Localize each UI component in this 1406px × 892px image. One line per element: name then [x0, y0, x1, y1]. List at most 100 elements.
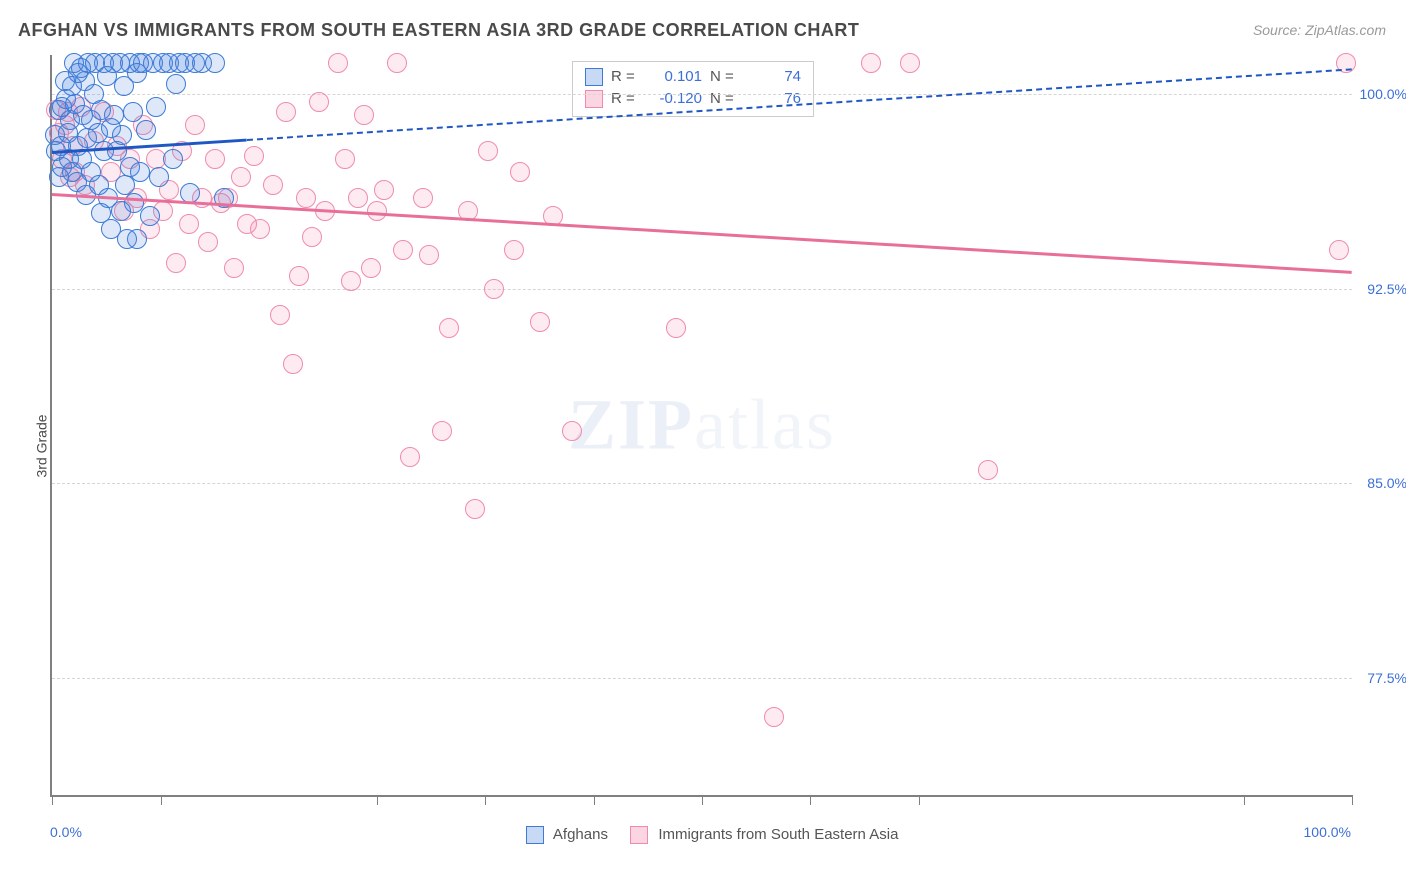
data-point-pink [166, 253, 186, 273]
data-point-pink [439, 318, 459, 338]
watermark-rest: atlas [694, 385, 836, 465]
data-point-pink [387, 53, 407, 73]
data-point-pink [309, 92, 329, 112]
x-tick [810, 795, 811, 805]
data-point-blue [130, 162, 150, 182]
x-tick [702, 795, 703, 805]
data-point-pink [400, 447, 420, 467]
y-tick-label: 85.0% [1367, 475, 1406, 491]
x-tick [919, 795, 920, 805]
data-point-pink [205, 149, 225, 169]
data-point-pink [224, 258, 244, 278]
n-label: N = [710, 66, 738, 88]
chart-title: AFGHAN VS IMMIGRANTS FROM SOUTH EASTERN … [18, 20, 859, 41]
legend-row-blue: R = 0.101 N = 74 [585, 66, 801, 88]
data-point-pink [179, 214, 199, 234]
series-name-pink: Immigrants from South Eastern Asia [658, 826, 898, 843]
gridline [52, 483, 1352, 484]
r-value-pink: -0.120 [647, 88, 702, 110]
data-point-pink [413, 188, 433, 208]
correlation-legend: R = 0.101 N = 74 R = -0.120 N = 76 [572, 61, 814, 117]
data-point-blue [163, 149, 183, 169]
data-point-blue [140, 206, 160, 226]
data-point-pink [302, 227, 322, 247]
gridline [52, 678, 1352, 679]
data-point-pink [270, 305, 290, 325]
gridline [52, 94, 1352, 95]
data-point-pink [348, 188, 368, 208]
series-name-blue: Afghans [553, 826, 608, 843]
swatch-blue-icon [585, 68, 603, 86]
data-point-pink [478, 141, 498, 161]
data-point-pink [666, 318, 686, 338]
data-point-blue [127, 229, 147, 249]
x-tick [377, 795, 378, 805]
swatch-pink-icon [585, 90, 603, 108]
chart-container: AFGHAN VS IMMIGRANTS FROM SOUTH EASTERN … [0, 0, 1406, 892]
series-legend: Afghans Immigrants from South Eastern As… [0, 826, 1406, 844]
data-point-blue [205, 53, 225, 73]
plot-area: ZIPatlas R = 0.101 N = 74 R = -0.120 N =… [50, 55, 1352, 797]
watermark: ZIPatlas [568, 384, 836, 467]
data-point-pink [231, 167, 251, 187]
x-tick [1352, 795, 1353, 805]
data-point-pink [419, 245, 439, 265]
data-point-blue [112, 125, 132, 145]
n-label: N = [710, 88, 738, 110]
x-tick [594, 795, 595, 805]
data-point-blue [123, 102, 143, 122]
data-point-blue [136, 120, 156, 140]
data-point-pink [504, 240, 524, 260]
data-point-pink [374, 180, 394, 200]
data-point-pink [764, 707, 784, 727]
data-point-pink [341, 271, 361, 291]
source-label: Source: ZipAtlas.com [1253, 22, 1386, 38]
r-value-blue: 0.101 [647, 66, 702, 88]
data-point-pink [484, 279, 504, 299]
swatch-pink-icon [630, 826, 648, 844]
data-point-pink [250, 219, 270, 239]
data-point-pink [361, 258, 381, 278]
n-value-blue: 74 [746, 66, 801, 88]
y-tick-label: 77.5% [1367, 670, 1406, 686]
data-point-blue [104, 105, 124, 125]
data-point-pink [296, 188, 316, 208]
data-point-pink [562, 421, 582, 441]
data-point-pink [328, 53, 348, 73]
data-point-pink [510, 162, 530, 182]
gridline [52, 289, 1352, 290]
data-point-pink [393, 240, 413, 260]
swatch-blue-icon [526, 826, 544, 844]
data-point-pink [335, 149, 355, 169]
data-point-pink [978, 460, 998, 480]
x-tick [1244, 795, 1245, 805]
data-point-pink [263, 175, 283, 195]
data-point-pink [367, 201, 387, 221]
x-tick [485, 795, 486, 805]
y-axis-title: 3rd Grade [34, 414, 50, 477]
data-point-pink [283, 354, 303, 374]
data-point-blue [149, 167, 169, 187]
data-point-pink [861, 53, 881, 73]
data-point-pink [530, 312, 550, 332]
data-point-pink [1329, 240, 1349, 260]
data-point-pink [432, 421, 452, 441]
x-tick [161, 795, 162, 805]
data-point-pink [185, 115, 205, 135]
data-point-pink [354, 105, 374, 125]
watermark-bold: ZIP [568, 385, 694, 465]
data-point-pink [198, 232, 218, 252]
y-tick-label: 92.5% [1367, 281, 1406, 297]
data-point-blue [146, 97, 166, 117]
data-point-pink [289, 266, 309, 286]
data-point-pink [244, 146, 264, 166]
data-point-pink [465, 499, 485, 519]
r-label: R = [611, 66, 639, 88]
data-point-blue [166, 74, 186, 94]
r-label: R = [611, 88, 639, 110]
data-point-pink [900, 53, 920, 73]
x-tick [52, 795, 53, 805]
y-tick-label: 100.0% [1360, 86, 1406, 102]
data-point-pink [276, 102, 296, 122]
data-point-blue [180, 183, 200, 203]
